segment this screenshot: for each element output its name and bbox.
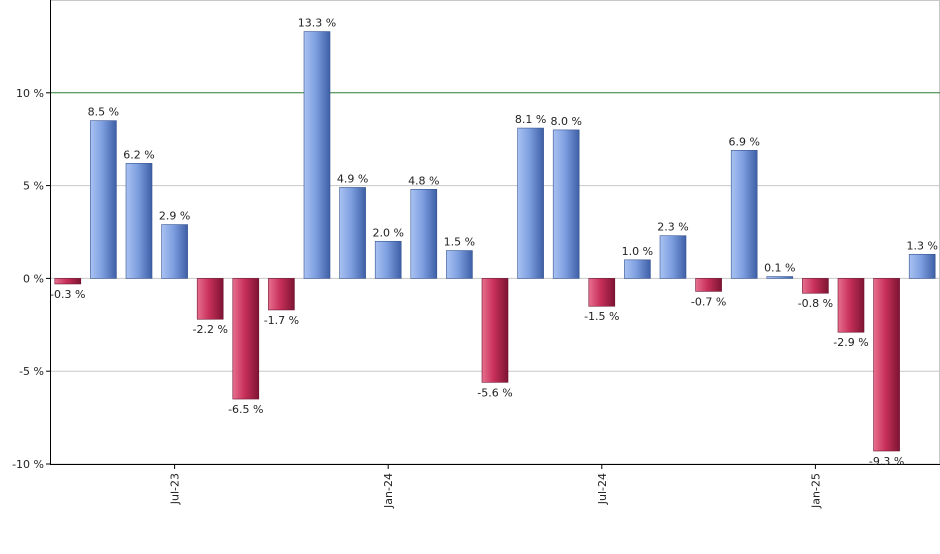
bar-value-label: 1.3 % — [906, 239, 937, 252]
bar-value-label: 2.9 % — [159, 210, 190, 223]
bar-value-label: -0.3 % — [50, 288, 85, 301]
bar-value-label: 8.0 % — [550, 115, 581, 128]
y-tick-label: -5 % — [19, 365, 44, 378]
bar — [232, 278, 260, 400]
bar — [802, 278, 829, 294]
bars — [54, 31, 936, 452]
data-labels: -0.3 % 8.5 % 6.2 % 2.9 % -2.2 % -6.5 % -1.7 % 1… — [50, 17, 938, 468]
bar — [339, 187, 366, 279]
bar — [268, 278, 295, 311]
bar — [588, 278, 616, 307]
bar — [303, 31, 331, 279]
bar-value-label: 2.3 % — [657, 221, 688, 234]
bar-value-label: -9.3 % — [869, 455, 904, 468]
bar-value-label: 4.8 % — [408, 174, 439, 187]
bar-value-label: 1.5 % — [444, 236, 475, 249]
bar — [125, 163, 153, 279]
bar-value-label: 13.3 % — [298, 17, 336, 30]
bar — [659, 235, 687, 279]
bar — [196, 278, 224, 320]
bar — [695, 278, 722, 292]
x-tick-label: Jul-24 — [596, 473, 609, 505]
bar — [873, 278, 900, 452]
bar — [837, 278, 865, 333]
bar — [517, 127, 544, 279]
bar-value-label: -1.7 % — [264, 314, 299, 327]
bar-value-label: 6.9 % — [728, 135, 759, 148]
bar — [54, 278, 82, 285]
y-tick-label: 5 % — [23, 180, 44, 193]
bar-value-label: -0.7 % — [691, 295, 726, 308]
bar-value-label: 4.9 % — [337, 172, 368, 185]
bar — [374, 240, 402, 279]
bar — [730, 150, 758, 279]
axes: 10 % 5 % 0 % -5 % -10 % Jul-23 Jan-24 Jul-24 Jan… — [12, 0, 940, 509]
bar — [410, 189, 438, 279]
bar-value-label: -1.5 % — [584, 310, 619, 323]
bar — [161, 224, 188, 279]
x-tick-label: Jul-23 — [169, 473, 182, 505]
bar-value-label: 2.0 % — [372, 226, 403, 239]
bar-value-label: -5.6 % — [477, 386, 512, 399]
bar — [624, 259, 651, 279]
bar — [766, 276, 794, 279]
bar-value-label: 6.2 % — [123, 148, 154, 161]
y-tick-label: -10 % — [12, 458, 44, 471]
bar-value-label: -0.8 % — [798, 297, 833, 310]
bar — [481, 278, 509, 383]
bar-value-label: 8.1 % — [515, 113, 546, 126]
bar-value-label: -6.5 % — [228, 403, 263, 416]
bar-value-label: 8.5 % — [88, 106, 119, 119]
bar — [446, 250, 473, 279]
x-tick-label: Jan-25 — [809, 473, 822, 509]
bar — [552, 129, 580, 279]
bar-value-label: 0.1 % — [764, 262, 795, 275]
bar — [908, 253, 936, 279]
y-tick-label: 10 % — [16, 87, 44, 100]
bar-value-label: -2.2 % — [192, 323, 227, 336]
x-tick-label: Jan-24 — [382, 473, 395, 509]
bar-value-label: -2.9 % — [833, 336, 868, 349]
bar-value-label: 1.0 % — [622, 245, 653, 258]
y-tick-label: 0 % — [23, 272, 44, 285]
bar — [90, 120, 117, 279]
